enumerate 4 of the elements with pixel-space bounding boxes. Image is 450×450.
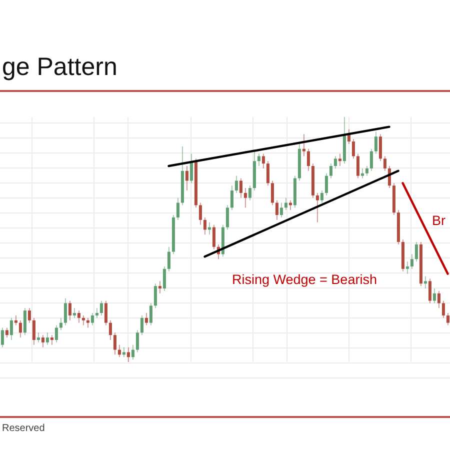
- annotation: Br: [432, 213, 446, 229]
- annotation: Rising Wedge = Bearish: [232, 272, 377, 288]
- text: Reserved: [2, 422, 45, 436]
- chart-title: ge Pattern: [2, 52, 118, 82]
